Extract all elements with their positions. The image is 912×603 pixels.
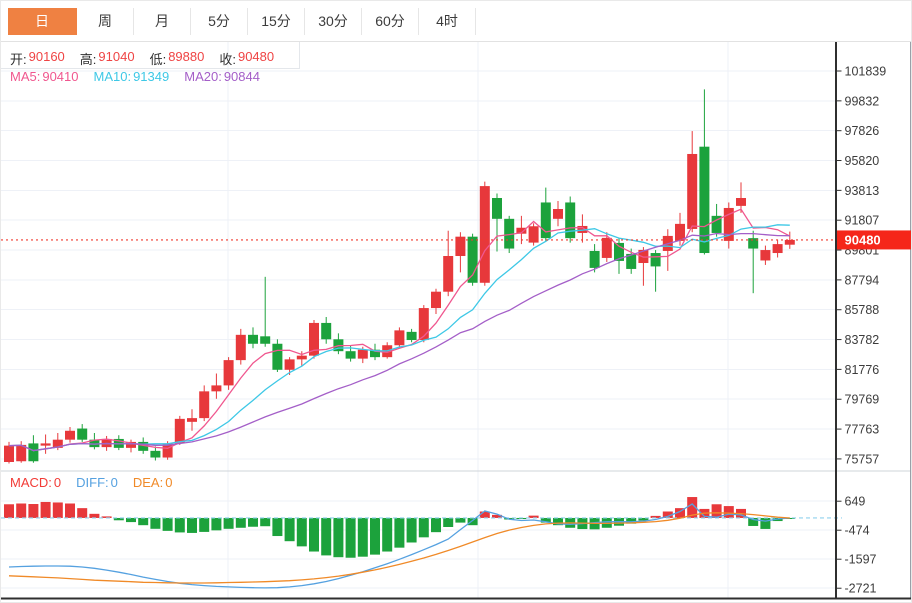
svg-text:-2721: -2721 [845, 582, 877, 596]
svg-text:77763: 77763 [845, 423, 880, 437]
ma20-line [8, 232, 790, 452]
svg-text:90480: 90480 [845, 233, 881, 248]
svg-text:97826: 97826 [845, 124, 880, 138]
macd-axis: 649 -474 -1597 -2721 [836, 495, 877, 596]
dea-line [8, 512, 790, 584]
svg-text:649: 649 [845, 495, 866, 509]
tab-5分[interactable]: 5分 [191, 8, 248, 35]
svg-text:95820: 95820 [845, 154, 880, 168]
chart-area[interactable]: 101839 99832 97826 95820 93813 91807 89801 8779… [1, 42, 912, 603]
svg-text:75757: 75757 [845, 452, 880, 466]
interval-tabbar: 日周月 5分 15分 30分 60分 4时 [1, 1, 911, 42]
last-price-label: 90480 [837, 230, 911, 250]
tab-日[interactable]: 日 [8, 8, 77, 35]
svg-text:99832: 99832 [845, 94, 880, 108]
tab-周[interactable]: 周 [77, 8, 134, 35]
svg-text:81776: 81776 [845, 363, 880, 377]
tab-15分[interactable]: 15分 [248, 8, 305, 35]
svg-text:83782: 83782 [845, 333, 880, 347]
svg-text:93813: 93813 [845, 184, 880, 198]
svg-text:87794: 87794 [845, 273, 880, 287]
svg-text:85788: 85788 [845, 303, 880, 317]
price-axis: 1018399983297826958209381391807898018779… [836, 65, 887, 466]
tab-30分[interactable]: 30分 [305, 8, 362, 35]
svg-text:79769: 79769 [845, 393, 880, 407]
macd-histogram [4, 497, 795, 558]
moving-average-lines [8, 208, 791, 452]
chart-frame [1, 42, 911, 600]
tab-60分[interactable]: 60分 [362, 8, 419, 35]
gridlines [1, 42, 836, 599]
svg-text:101839: 101839 [845, 65, 887, 79]
candlestick-series [4, 89, 795, 464]
diff-line [8, 503, 790, 589]
svg-text:-1597: -1597 [845, 553, 877, 567]
svg-text:-474: -474 [845, 524, 870, 538]
svg-text:91807: 91807 [845, 214, 880, 228]
tab-4时[interactable]: 4时 [419, 8, 476, 35]
tab-月[interactable]: 月 [134, 8, 191, 35]
candlestick-macd-chart[interactable]: 1018399983297826958209381391807898018779… [1, 42, 912, 603]
